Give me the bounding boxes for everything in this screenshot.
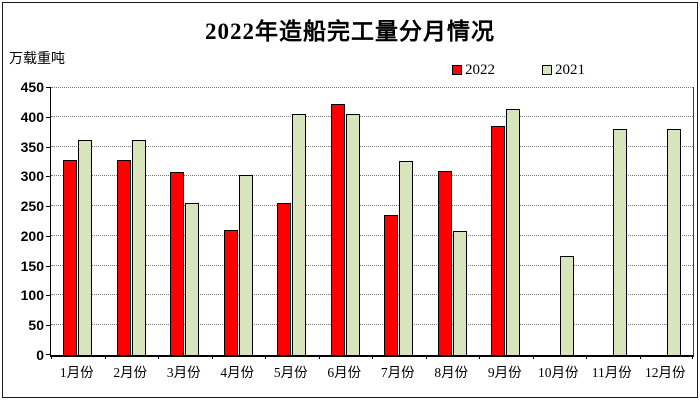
x-axis-tick <box>318 355 320 359</box>
bar-2021-10月份 <box>559 256 574 355</box>
y-axis-tick <box>46 206 51 208</box>
y-axis-tick <box>46 116 51 118</box>
legend-item-2022: 2022 <box>452 62 495 78</box>
y-tick-label-200: 200 <box>20 227 44 244</box>
y-axis-tick <box>46 354 51 355</box>
x-axis-tick <box>532 355 534 359</box>
bar-2021-6月份 <box>345 114 360 355</box>
bar-2021-9月份 <box>506 109 520 355</box>
bar-2021-2月份 <box>131 140 146 355</box>
y-axis-labels: 0 50 100 150 200 250 300 350 400 450 <box>0 79 44 363</box>
bar-2021-11月份 <box>613 129 627 355</box>
x-tick-label-5: 5月份 <box>273 365 308 380</box>
y-tick-label-400: 400 <box>20 108 44 125</box>
gridline-250 <box>51 205 693 207</box>
x-axis-tick <box>372 355 373 359</box>
y-axis-unit-label: 万载重吨 <box>9 52 65 67</box>
gridline-200 <box>51 234 693 236</box>
x-axis-tick <box>425 355 427 359</box>
x-axis-tick <box>479 355 480 359</box>
x-tick-label-3: 3月份 <box>166 365 201 380</box>
y-tick-label-250: 250 <box>20 198 44 215</box>
legend-swatch-2022-icon <box>452 65 462 75</box>
legend-label-2021: 2021 <box>555 61 585 78</box>
y-tick-label-150: 150 <box>20 257 44 274</box>
gridline-100 <box>51 294 693 296</box>
x-tick-label-2: 2月份 <box>113 365 148 380</box>
bar-2021-5月份 <box>292 114 306 355</box>
y-tick-label-50: 50 <box>28 317 44 334</box>
y-tick-label-300: 300 <box>20 168 44 185</box>
x-axis-tick <box>692 355 693 359</box>
chart-title: 2022年造船完工量分月情况 <box>205 19 495 44</box>
x-tick-label-12: 12月份 <box>645 365 686 380</box>
x-tick-label-10: 10月份 <box>538 365 579 380</box>
x-tick-label-6: 6月份 <box>327 365 362 380</box>
bar-2022-7月份 <box>384 215 398 355</box>
x-axis-tick <box>158 355 159 359</box>
x-axis-tick <box>265 355 266 359</box>
legend-item-2021: 2021 <box>542 62 585 78</box>
y-axis-tick <box>46 176 51 178</box>
y-axis-tick <box>46 295 51 297</box>
x-tick-label-7: 7月份 <box>380 365 415 380</box>
gridline-50 <box>51 324 693 326</box>
y-tick-label-350: 350 <box>20 138 44 155</box>
x-tick-label-9: 9月份 <box>487 365 522 380</box>
y-axis-tick <box>46 235 51 237</box>
x-tick-label-4: 4月份 <box>220 365 255 380</box>
gridline-450 <box>51 87 693 88</box>
bar-2021-8月份 <box>452 231 467 355</box>
x-axis-tick <box>104 355 106 359</box>
bar-2021-3月份 <box>185 203 199 355</box>
gridline-300 <box>51 175 693 177</box>
y-axis-tick <box>46 265 51 267</box>
y-tick-label-450: 450 <box>20 79 44 95</box>
bar-2022-1月份 <box>63 160 77 355</box>
gridline-150 <box>51 264 693 266</box>
x-axis-tick <box>211 355 213 359</box>
legend-swatch-2021-icon <box>542 65 552 75</box>
x-tick-label-8: 8月份 <box>434 365 469 380</box>
bar-2021-4月份 <box>238 175 253 355</box>
bar-2022-3月份 <box>170 172 184 355</box>
plot-area <box>46 87 694 359</box>
bar-2021-7月份 <box>399 161 413 355</box>
bar-2021-12月份 <box>666 129 681 355</box>
bar-2022-8月份 <box>437 171 452 355</box>
y-axis-tick <box>46 87 51 88</box>
y-tick-label-0: 0 <box>36 347 44 363</box>
bar-2022-4月份 <box>223 230 238 355</box>
x-tick-label-1: 1月份 <box>59 365 94 380</box>
x-axis-tick <box>639 355 641 359</box>
gridline-400 <box>51 115 693 117</box>
bar-2022-9月份 <box>491 126 505 355</box>
bar-2022-6月份 <box>330 104 345 355</box>
x-axis-tick <box>51 355 52 359</box>
x-tick-label-11: 11月份 <box>591 365 632 380</box>
x-axis-labels: 1月份 2月份 3月份 4月份 5月份 6月份 7月份 8月份 9月份 10月份 11月份 12月份 <box>50 361 692 381</box>
y-axis-tick <box>46 325 51 327</box>
x-axis-tick <box>586 355 587 359</box>
bar-2022-2月份 <box>116 160 131 355</box>
legend-label-2022: 2022 <box>465 61 495 78</box>
y-tick-label-100: 100 <box>20 287 44 304</box>
gridline-350 <box>51 145 693 147</box>
bar-2021-1月份 <box>78 140 92 355</box>
y-axis-tick <box>46 146 51 148</box>
bar-2022-5月份 <box>277 203 291 355</box>
